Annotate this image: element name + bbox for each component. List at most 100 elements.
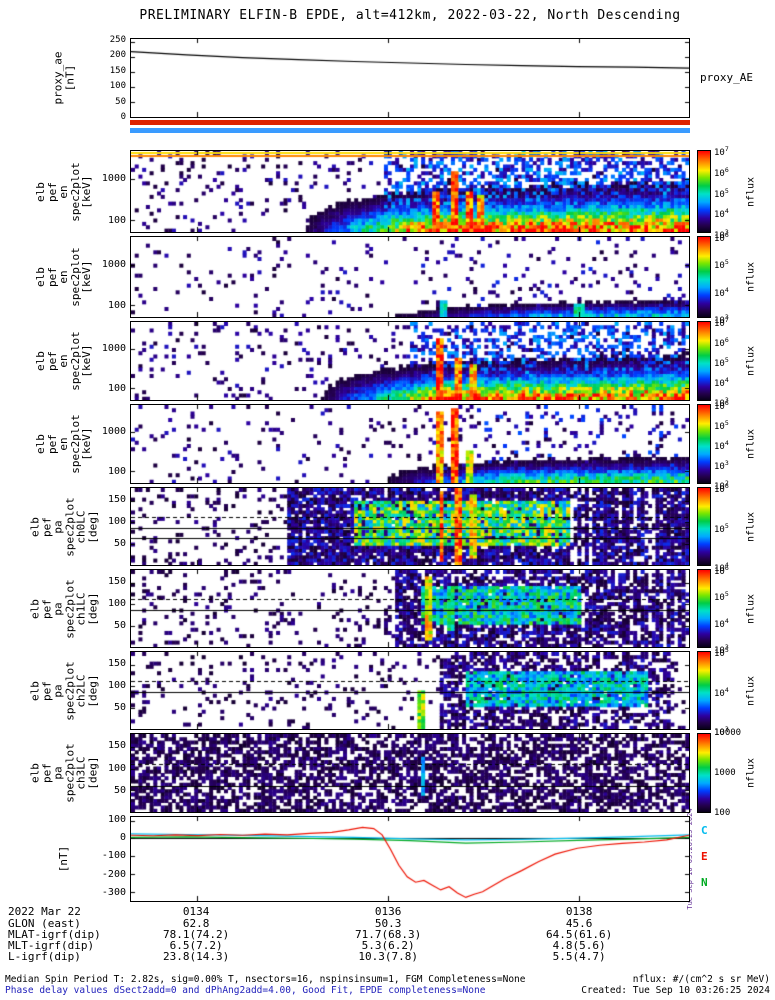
y-axis-label-wrap-proxy_ae: proxy_ae [nT] <box>36 38 92 118</box>
colorbar-tick-label: 102 <box>714 479 729 492</box>
y-axis-label-wrap-en_spec2plot_1: elb pef en spec2plot [keV] <box>34 150 93 233</box>
exponent: 5 <box>724 186 729 195</box>
exponent: 3 <box>724 643 729 651</box>
y-axis-label-wrap-en_spec2plot_2: elb pef en spec2plot [keV] <box>34 236 94 318</box>
colorbar-tick-label: 104 <box>714 285 729 299</box>
colorbar-tick-label: 105 <box>714 258 729 272</box>
exponent: 5 <box>724 646 729 654</box>
colorbar-axis-label-wrap: nflux <box>744 404 758 484</box>
colorbar-tick-label: 103 <box>714 643 729 656</box>
panel-frame-pa_spec2plot_ch1LC <box>130 569 690 648</box>
axis-row-value: 6.5(7.2) <box>169 939 223 952</box>
footer-spin-period: Median Spin Period T: 2.82s, sig=0.00% T… <box>5 974 526 985</box>
y-axis-label-pa_spec2plot_ch2LC: elb pef pa spec2plot ch2LC [deg] <box>28 660 100 721</box>
y-tick-label-fgm_nt: 0 <box>119 831 126 843</box>
status-strip-blue <box>130 128 690 133</box>
y-tick-label-fgm_nt: -300 <box>101 886 126 898</box>
colorbar-tick-label: 1000 <box>714 768 736 778</box>
y-tick-label-proxy_ae: 150 <box>109 65 126 76</box>
heatmap-canvas-en_spec2plot_3 <box>131 322 689 400</box>
colorbar-tick-label: 103 <box>714 228 729 241</box>
y-axis-label-en_spec2plot_4: elb pef en spec2plot [keV] <box>34 414 94 474</box>
colorbar-axis-label-wrap: nflux <box>744 733 758 813</box>
y-axis-label-wrap-en_spec2plot_3: elb pef en spec2plot [keV] <box>34 321 93 401</box>
colorbar-pa_spec2plot_ch0LC <box>697 487 711 566</box>
exponent: 5 <box>724 419 729 427</box>
y-tick-label-proxy_ae: 50 <box>115 96 126 107</box>
y-tick-label-en_spec2plot_3: 1000 <box>101 342 126 354</box>
axis-row-label: GLON (east) <box>8 917 81 930</box>
colorbar-tick-label: 106 <box>714 336 729 349</box>
y-axis-label-wrap-pa_spec2plot_ch2LC: elb pef pa spec2plot ch2LC [deg] <box>28 651 99 730</box>
y-tick-label-pa_spec2plot_ch3LC: 150 <box>107 740 126 752</box>
exponent: 3 <box>724 459 729 467</box>
colorbar-axis-label-wrap: nflux <box>744 150 758 233</box>
footer-created: Created: Tue Sep 10 03:26:25 2024 <box>581 985 770 996</box>
panel-frame-pa_spec2plot_ch3LC <box>130 733 690 813</box>
panel-frame-proxy_ae <box>130 38 690 118</box>
line-canvas-fgm_nt <box>131 817 689 901</box>
panel-frame-en_spec2plot_1 <box>130 150 690 233</box>
colorbar-pa_spec2plot_ch2LC <box>697 651 711 730</box>
panel-frame-en_spec2plot_3 <box>130 321 690 401</box>
heatmap-canvas-pa_spec2plot_ch2LC <box>131 652 689 729</box>
y-tick-label-en_spec2plot_3: 100 <box>107 382 126 394</box>
colorbar-axis-label: nflux <box>745 428 757 460</box>
axis-row-label: MLAT-igrf(dip) <box>8 928 101 941</box>
plot-title: PRELIMINARY ELFIN-B EPDE, alt=412km, 202… <box>139 8 681 23</box>
panel-frame-en_spec2plot_2 <box>130 236 690 318</box>
axis-row-label: MLT-igrf(dip) <box>8 939 95 952</box>
colorbar-axis-label-wrap: nflux <box>744 569 758 648</box>
exponent: 6 <box>724 336 729 344</box>
exponent: 4 <box>724 685 729 694</box>
y-tick-label-pa_spec2plot_ch3LC: 50 <box>113 784 126 796</box>
y-tick-label-pa_spec2plot_ch0LC: 50 <box>113 538 126 550</box>
exponent: 5 <box>724 356 729 364</box>
exponent: 3 <box>724 396 729 404</box>
y-tick-label-fgm_nt: -200 <box>101 868 126 880</box>
exponent: 3 <box>724 725 729 733</box>
colorbar-en_spec2plot_3 <box>697 321 711 401</box>
colorbar-tick-label: 106 <box>714 399 729 412</box>
time-tick-label: 0138 <box>565 905 593 918</box>
axis-row-value: 23.8(14.3) <box>162 950 230 963</box>
y-axis-label-en_spec2plot_2: elb pef en spec2plot [keV] <box>34 247 94 307</box>
y-axis-label-wrap-en_spec2plot_4: elb pef en spec2plot [keV] <box>34 404 94 484</box>
colorbar-tick-label: 105 <box>714 356 729 369</box>
y-tick-label-en_spec2plot_4: 100 <box>107 465 126 477</box>
y-tick-label-fgm_nt: 100 <box>107 813 126 825</box>
y-tick-label-pa_spec2plot_ch1LC: 150 <box>107 576 126 588</box>
exponent: 7 <box>724 145 729 153</box>
colorbar-axis-label-wrap: nflux <box>744 236 758 318</box>
y-axis-label-fgm_nt: [nT] <box>57 845 71 873</box>
colorbar-en_spec2plot_4 <box>697 404 711 484</box>
colorbar-tick-label: 105 <box>714 186 729 200</box>
y-tick-label-en_spec2plot_2: 100 <box>107 299 126 311</box>
colorbar-tick-label: 100 <box>714 808 731 818</box>
exponent: 4 <box>724 439 729 447</box>
y-axis-label-pa_spec2plot_ch0LC: elb pef pa spec2plot ch0LC [deg] <box>28 496 100 557</box>
exponent: 5 <box>724 590 729 599</box>
y-axis-label-pa_spec2plot_ch1LC: elb pef pa spec2plot ch1LC [deg] <box>28 578 100 639</box>
axis-row-value: 78.1(74.2) <box>162 928 230 941</box>
colorbar-tick-label: 10000 <box>714 728 742 738</box>
axis-row-value: 62.8 <box>182 917 210 930</box>
exponent: 4 <box>724 561 729 569</box>
axis-row-value: 64.5(61.6) <box>545 928 613 941</box>
exponent: 5 <box>724 521 729 530</box>
colorbar-tick-label: 104 <box>714 616 729 630</box>
colorbar-tick-label: 103 <box>714 313 729 326</box>
y-tick-label-proxy_ae: 200 <box>109 50 126 61</box>
y-tick-label-pa_spec2plot_ch3LC: 100 <box>107 762 126 774</box>
status-strip-red <box>130 120 690 125</box>
axis-row-value: 5.5(4.7) <box>552 950 606 963</box>
exponent: 3 <box>724 313 729 321</box>
y-tick-label-en_spec2plot_1: 1000 <box>101 173 126 184</box>
axis-date-label: 2022 Mar 22 <box>8 905 81 918</box>
exponent: 6 <box>724 399 729 407</box>
colorbar-tick-label: 104 <box>714 561 729 574</box>
heatmap-canvas-en_spec2plot_4 <box>131 405 689 483</box>
colorbar-tick-label: 103 <box>714 459 729 472</box>
exponent: 6 <box>724 231 729 239</box>
